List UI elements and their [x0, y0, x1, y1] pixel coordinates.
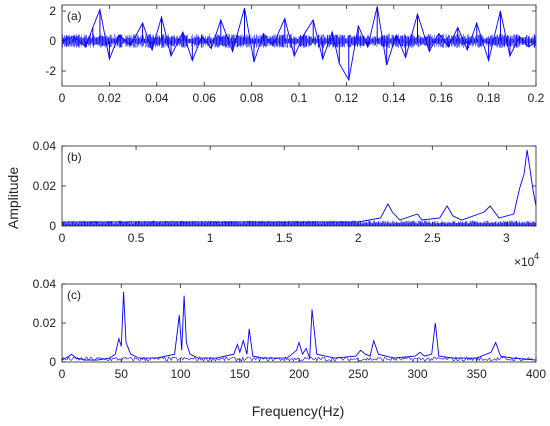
x-tick-label: 100	[170, 367, 190, 381]
series-line	[62, 149, 536, 223]
x-tick-label: 1.5	[276, 231, 293, 245]
x-tick-label: 400	[526, 367, 546, 381]
x-tick-label: 0.04	[145, 91, 169, 105]
x-tick-label: 0	[59, 231, 66, 245]
x-multiplier: ×10	[514, 255, 535, 269]
y-tick-label: 0.02	[33, 179, 57, 193]
panel-a: 0 0.02 0.04 0.06 0.08 0.1 0.12 0.14 0.16 0.18 0.2 -…	[45, 4, 544, 105]
x-tick-label: 0.14	[382, 91, 406, 105]
x-tick-label: 0.1	[291, 91, 308, 105]
x-tick-label: 0.08	[240, 91, 264, 105]
y-tick-label: 0	[49, 355, 56, 369]
x-tick-label: 1	[207, 231, 214, 245]
y-tick-label: 0	[49, 219, 56, 233]
plot-frame	[61, 283, 537, 363]
y-tick-label: 2	[49, 4, 56, 18]
x-tick-label: 300	[407, 367, 427, 381]
x-tick-label: 0.18	[477, 91, 501, 105]
x-tick-label: 3	[503, 231, 510, 245]
x-tick-label: 150	[230, 367, 250, 381]
x-tick-label: 0.02	[98, 91, 122, 105]
noise-texture	[62, 220, 536, 226]
x-tick-label: 200	[289, 367, 309, 381]
x-tick-label: 0	[59, 367, 66, 381]
x-tick-label: 2.5	[424, 231, 441, 245]
x-tick-label: 50	[115, 367, 129, 381]
panel-b: 0 0.5 1 1.5 2 2.5 3 0 0.02 0.04 (b) ×10 4	[33, 139, 539, 269]
y-axis-title: Amplitude	[5, 167, 21, 229]
x-tick-label: 0.06	[193, 91, 217, 105]
y-tick-label: 0.04	[33, 139, 57, 153]
x-tick-label: 0.16	[430, 91, 454, 105]
y-tick-label: -2	[45, 64, 56, 78]
panel-label: (b)	[67, 150, 82, 164]
x-axis-title: Frequency(Hz)	[252, 403, 345, 419]
x-tick-label: 250	[348, 367, 368, 381]
x-tick-label: 0	[59, 91, 66, 105]
x-tick-label: 2	[355, 231, 362, 245]
series-line	[62, 291, 536, 361]
y-tick-label: 0.04	[33, 277, 57, 291]
y-tick-label: 0.02	[33, 316, 57, 330]
panel-c: 0 50 100 150 200 250 300 350 400 0 0.02 0.04 (c)	[33, 277, 547, 381]
x-multiplier-exponent: 4	[534, 251, 539, 261]
x-tick-label: 0.2	[528, 91, 545, 105]
y-tick-label: 0	[49, 34, 56, 48]
panel-label: (c)	[67, 288, 81, 302]
x-tick-label: 0.5	[128, 231, 145, 245]
x-tick-label: 350	[467, 367, 487, 381]
x-tick-label: 0.12	[335, 91, 359, 105]
plot-frame	[61, 145, 537, 227]
panel-label: (a)	[67, 9, 82, 23]
